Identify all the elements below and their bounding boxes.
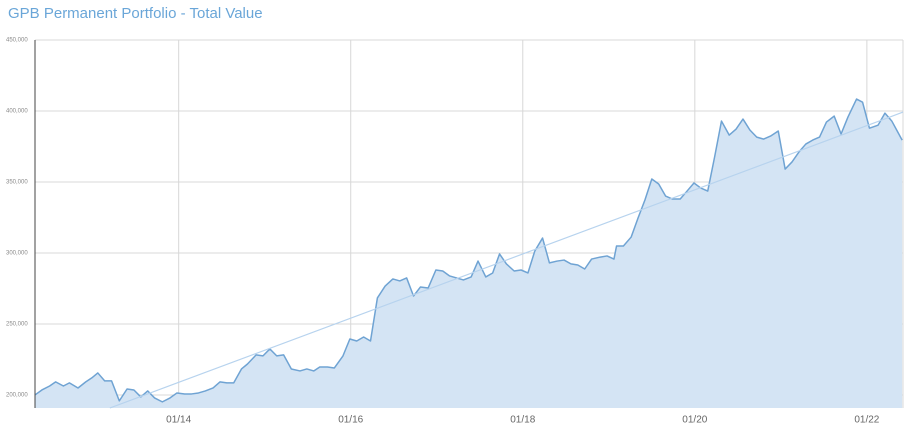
area-fill: [35, 99, 903, 408]
y-tick-label: 300,000: [6, 251, 28, 257]
x-tick-label: 01/22: [854, 415, 879, 426]
x-tick-label: 01/20: [682, 415, 707, 426]
y-tick-label: 250,000: [6, 322, 28, 328]
y-tick-label: 350,000: [6, 180, 28, 186]
x-tick-label: 01/18: [510, 415, 535, 426]
y-tick-label: 400,000: [6, 109, 28, 115]
x-tick-label: 01/16: [338, 415, 363, 426]
x-tick-label: 01/14: [166, 415, 191, 426]
area-line: [34, 98, 903, 403]
trend-line: [109, 111, 904, 409]
y-tick-label: 450,000: [6, 38, 28, 44]
y-tick-label: 200,000: [6, 393, 28, 399]
chart-title: GPB Permanent Portfolio - Total Value: [8, 5, 263, 22]
